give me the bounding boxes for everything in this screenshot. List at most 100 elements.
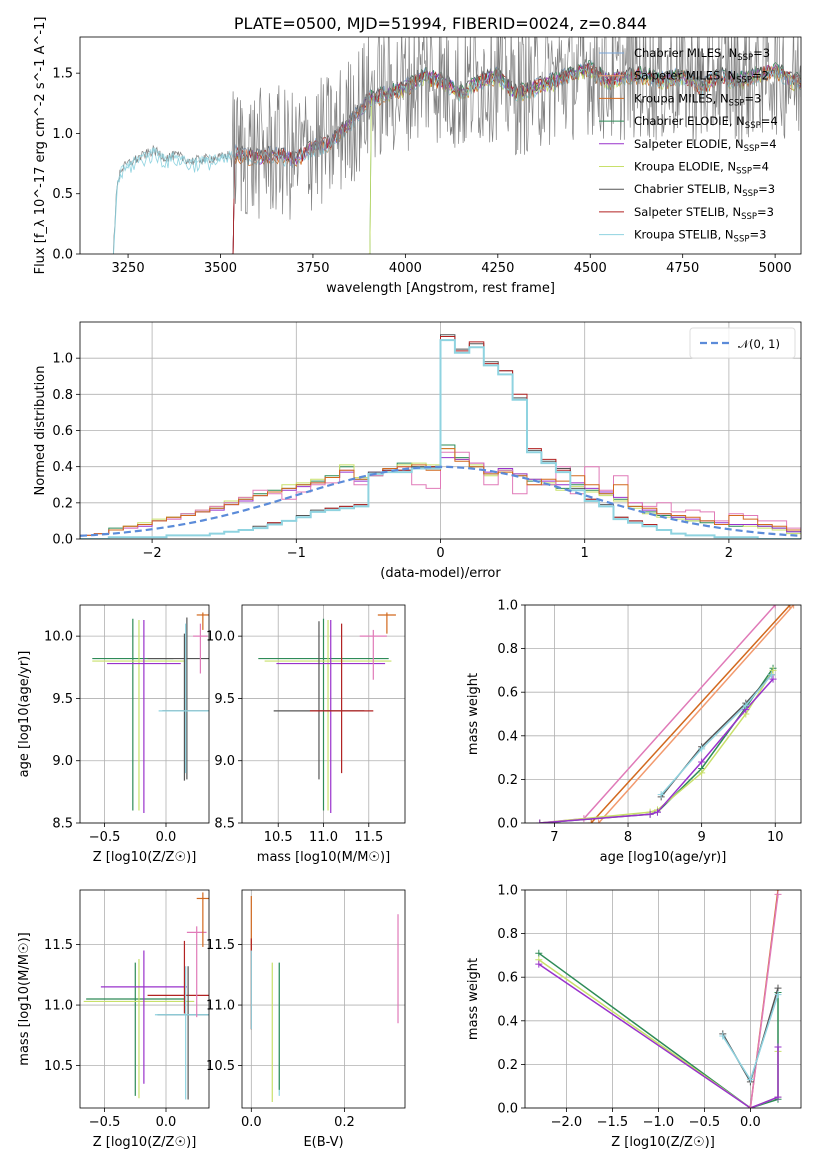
legend: 𝒩(0, 1) — [689, 327, 796, 359]
y-axis-label: mass weight — [466, 673, 481, 755]
mass-weight-marker — [657, 791, 665, 799]
x-tick-label: 2 — [725, 546, 733, 561]
x-tick-label: 10 — [767, 830, 784, 845]
legend-label: 𝒩(0, 1) — [738, 337, 780, 351]
y-tick-label: 1.0 — [52, 352, 73, 367]
mass-weight-line — [538, 963, 779, 1108]
x-axis-label: E(B-V) — [303, 1135, 343, 1150]
mass-weight-marker — [535, 960, 543, 968]
y-tick-label: 0.2 — [52, 496, 73, 511]
mass-weight-marker — [771, 605, 779, 609]
y-tick-label: 1.0 — [497, 884, 518, 899]
y-tick-label: 0.8 — [497, 927, 518, 942]
errorbar — [273, 621, 365, 780]
y-tick-label: 10.0 — [44, 630, 73, 645]
mass-weight-line — [590, 605, 791, 823]
plot-area-residuals — [80, 334, 801, 539]
x-tick-label: 8 — [624, 830, 632, 845]
mass-weight-marker — [698, 745, 706, 753]
x-tick-label: 11.0 — [309, 830, 338, 845]
x-tick-label: 3250 — [112, 261, 145, 276]
y-axis-label: mass [log10(M/M☉)] — [17, 932, 32, 1065]
panel-mass_weight_vs_Z: −2.0 −1.5 −1.0 −0.5 0.0 0.0 0.2 0.4 0.6 0.8 1.0 Z [… — [466, 884, 802, 1150]
y-tick-label: 0.6 — [497, 686, 518, 701]
chart-title: PLATE=0500, MJD=51994, FIBERID=0024, z=0… — [234, 14, 647, 33]
mass-weight-marker — [587, 819, 595, 823]
y-tick-label: 0.4 — [497, 1014, 518, 1029]
plot-area-age_vs_Z — [92, 612, 209, 814]
mass-weight-marker — [774, 1043, 782, 1051]
x-axis-label: Z [log10(Z/Z☉)] — [93, 1135, 197, 1150]
x-tick-label: 3500 — [204, 261, 237, 276]
legend-label-sub: SSP — [737, 53, 753, 63]
x-tick-label: −2 — [143, 546, 162, 561]
y-tick-label: 0.4 — [52, 460, 73, 475]
mass-weight-marker — [790, 605, 798, 609]
errorbar — [107, 619, 181, 814]
legend-label: Chabrier MILES, NSSP=3 — [634, 46, 770, 63]
y-tick-label: 0.8 — [52, 388, 73, 403]
axes-frame — [524, 889, 802, 1109]
y-tick-label: 0.0 — [497, 817, 518, 832]
errorbar — [196, 892, 209, 947]
gaussian-reference-line — [80, 465, 801, 537]
mass-weight-marker — [774, 991, 782, 999]
mass-weight-line — [539, 667, 774, 823]
errorbar — [86, 962, 185, 1096]
axes-frame — [241, 604, 406, 824]
mass-weight-marker — [653, 808, 661, 816]
y-tick-label: 0.0 — [52, 248, 73, 263]
errorbar — [154, 966, 209, 1100]
histogram-step-line — [80, 448, 801, 539]
legend-label-text: Salpeter ELODIE, N — [634, 137, 744, 151]
legend-label-sub: SSP — [745, 121, 761, 131]
x-tick-label: 0.0 — [156, 1115, 177, 1130]
legend-label-suffix: =3 — [744, 91, 761, 105]
axes-frame — [79, 604, 210, 824]
x-tick-label: −0.5 — [89, 1115, 121, 1130]
x-tick-label: 4500 — [574, 261, 607, 276]
errorbar — [276, 619, 386, 814]
legend-label-sub: SSP — [734, 235, 750, 245]
y-axis-label: Normed distribution — [33, 366, 48, 496]
y-tick-label: 9.5 — [214, 692, 235, 707]
x-axis-label: Z [log10(Z/Z☉)] — [93, 850, 197, 865]
y-tick-label: 1.5 — [52, 67, 73, 82]
x-tick-label: 11.5 — [354, 830, 383, 845]
mass-weight-marker — [746, 1076, 754, 1084]
y-axis-label: Flux [f_λ 10^-17 erg cm^-2 s^-1 A^-1] — [33, 17, 48, 275]
mass-weight-marker — [769, 675, 777, 683]
legend-label-suffix: =3 — [757, 205, 774, 219]
plot-area-mass_weight_vs_Z — [535, 890, 782, 1108]
y-tick-label: 1.0 — [52, 127, 73, 142]
y-tick-label: 0.4 — [497, 729, 518, 744]
plot-area-mass_vs_ebv — [250, 896, 399, 1102]
legend-label-text: Kroupa STELIB, N — [634, 228, 734, 242]
x-tick-label: 4750 — [666, 261, 699, 276]
mass-weight-line — [598, 605, 795, 823]
plot-area-mass_vs_Z — [83, 892, 209, 1100]
mass-weight-line — [660, 674, 773, 796]
y-tick-label: 1.0 — [497, 599, 518, 614]
y-tick-label: 0.0 — [497, 1102, 518, 1117]
model-spectrum-line — [231, 63, 801, 254]
x-tick-label: 0.2 — [334, 1115, 355, 1130]
legend-label-text: Chabrier ELODIE, N — [634, 114, 745, 128]
x-tick-label: 4000 — [389, 261, 422, 276]
x-tick-label: 0.0 — [740, 1115, 761, 1130]
legend-label-suffix: =4 — [760, 137, 777, 151]
errorbar — [100, 950, 187, 1084]
legend-label-text: Salpeter MILES, N — [634, 69, 736, 83]
panel-mass_vs_ebv: 0.0 0.2 10.5 11.0 11.5 E(B-V) — [206, 889, 406, 1150]
mass-weight-marker — [746, 1104, 754, 1108]
axes-frame — [79, 889, 210, 1109]
x-tick-label: −0.5 — [89, 830, 121, 845]
y-tick-label: 10.5 — [44, 1059, 73, 1074]
legend-label-suffix: =2 — [752, 69, 769, 83]
x-tick-label: 10.5 — [264, 830, 293, 845]
legend-label-sub: SSP — [729, 98, 745, 108]
legend-label-sub: SSP — [741, 212, 757, 222]
errorbar — [83, 959, 195, 1099]
errorbar — [264, 619, 392, 811]
